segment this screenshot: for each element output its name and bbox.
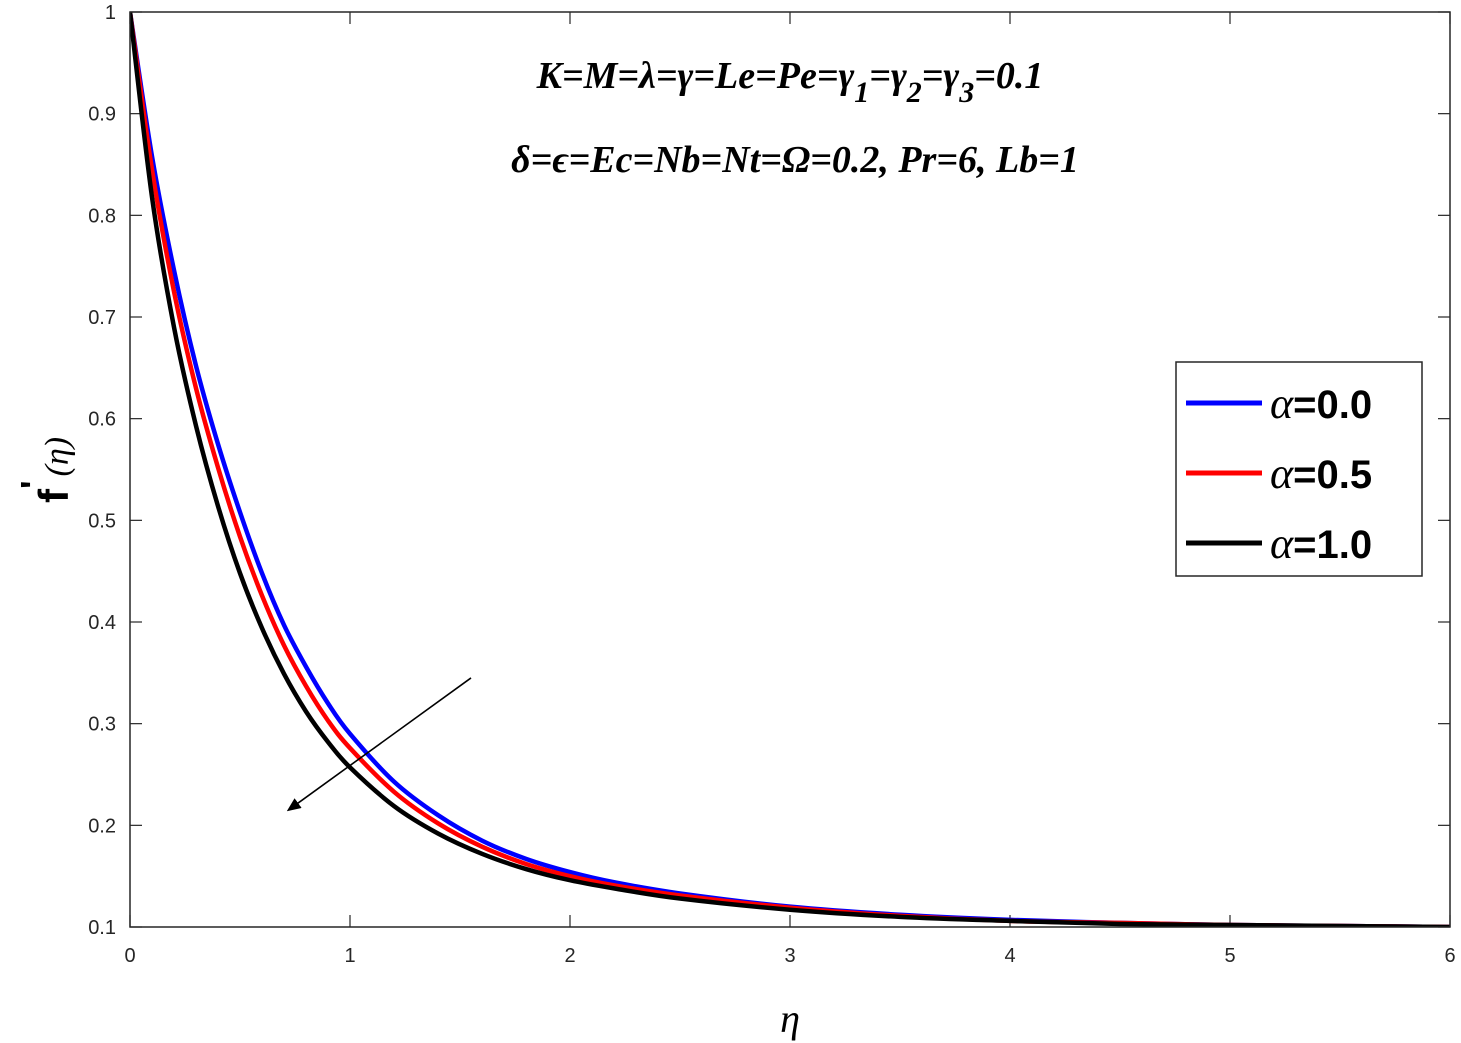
y-axis-title-main: f xyxy=(30,488,77,503)
trend-arrow xyxy=(286,677,472,812)
x-tick-label: 4 xyxy=(1004,945,1015,967)
y-tick-label: 1 xyxy=(105,2,116,24)
annotation-line-2: δ=ϵ=Ec=Nb=Nt=Ω=0.2, Pr=6, Lb=1 xyxy=(511,139,1079,181)
annotation-line-1: K=M=λ=γ=Le=Pe=γ1=γ2=γ3=0.1 xyxy=(536,55,1044,109)
series-line-2 xyxy=(130,12,1450,927)
y-tick-label: 0.7 xyxy=(88,307,116,329)
legend-label-1: α=0.5 xyxy=(1270,449,1372,498)
x-tick-label: 2 xyxy=(564,945,575,967)
x-tick-label: 1 xyxy=(344,945,355,967)
y-axis-title-prime: ' xyxy=(13,480,54,489)
y-tick-label: 0.2 xyxy=(88,815,116,837)
y-tick-label: 0.6 xyxy=(88,409,116,431)
legend-box xyxy=(1175,361,1423,577)
x-tick-label: 6 xyxy=(1444,945,1455,967)
y-tick-label: 0.4 xyxy=(88,612,116,634)
y-tick-label: 0.8 xyxy=(88,205,116,227)
y-tick-label: 0.9 xyxy=(88,104,116,126)
x-tick-label: 5 xyxy=(1224,945,1235,967)
y-tick-label: 0.3 xyxy=(88,714,116,736)
x-tick-label: 0 xyxy=(124,945,135,967)
series-lines xyxy=(130,12,1450,927)
plot-frame xyxy=(129,11,1451,928)
y-tick-label: 0.5 xyxy=(88,510,116,532)
tick-labels: 0 1 2 3 4 5 6 0.1 0.2 0.3 0.4 0.5 0.6 0.7 0.8 0.9 1 xyxy=(88,2,1455,967)
x-axis-title: η xyxy=(780,996,800,1041)
y-axis-title: f' (η) xyxy=(13,437,77,503)
legend-label-0: α=0.0 xyxy=(1270,379,1372,428)
svg-text:f'(η): f' (η) xyxy=(13,437,77,503)
x-tick-label: 3 xyxy=(784,945,795,967)
y-axis-title-arg: (η) xyxy=(39,437,76,477)
y-tick-label: 0.1 xyxy=(88,917,116,939)
legend: α=0.0 α=0.5 α=1.0 xyxy=(1175,361,1423,577)
legend-label-2: α=1.0 xyxy=(1270,519,1372,568)
